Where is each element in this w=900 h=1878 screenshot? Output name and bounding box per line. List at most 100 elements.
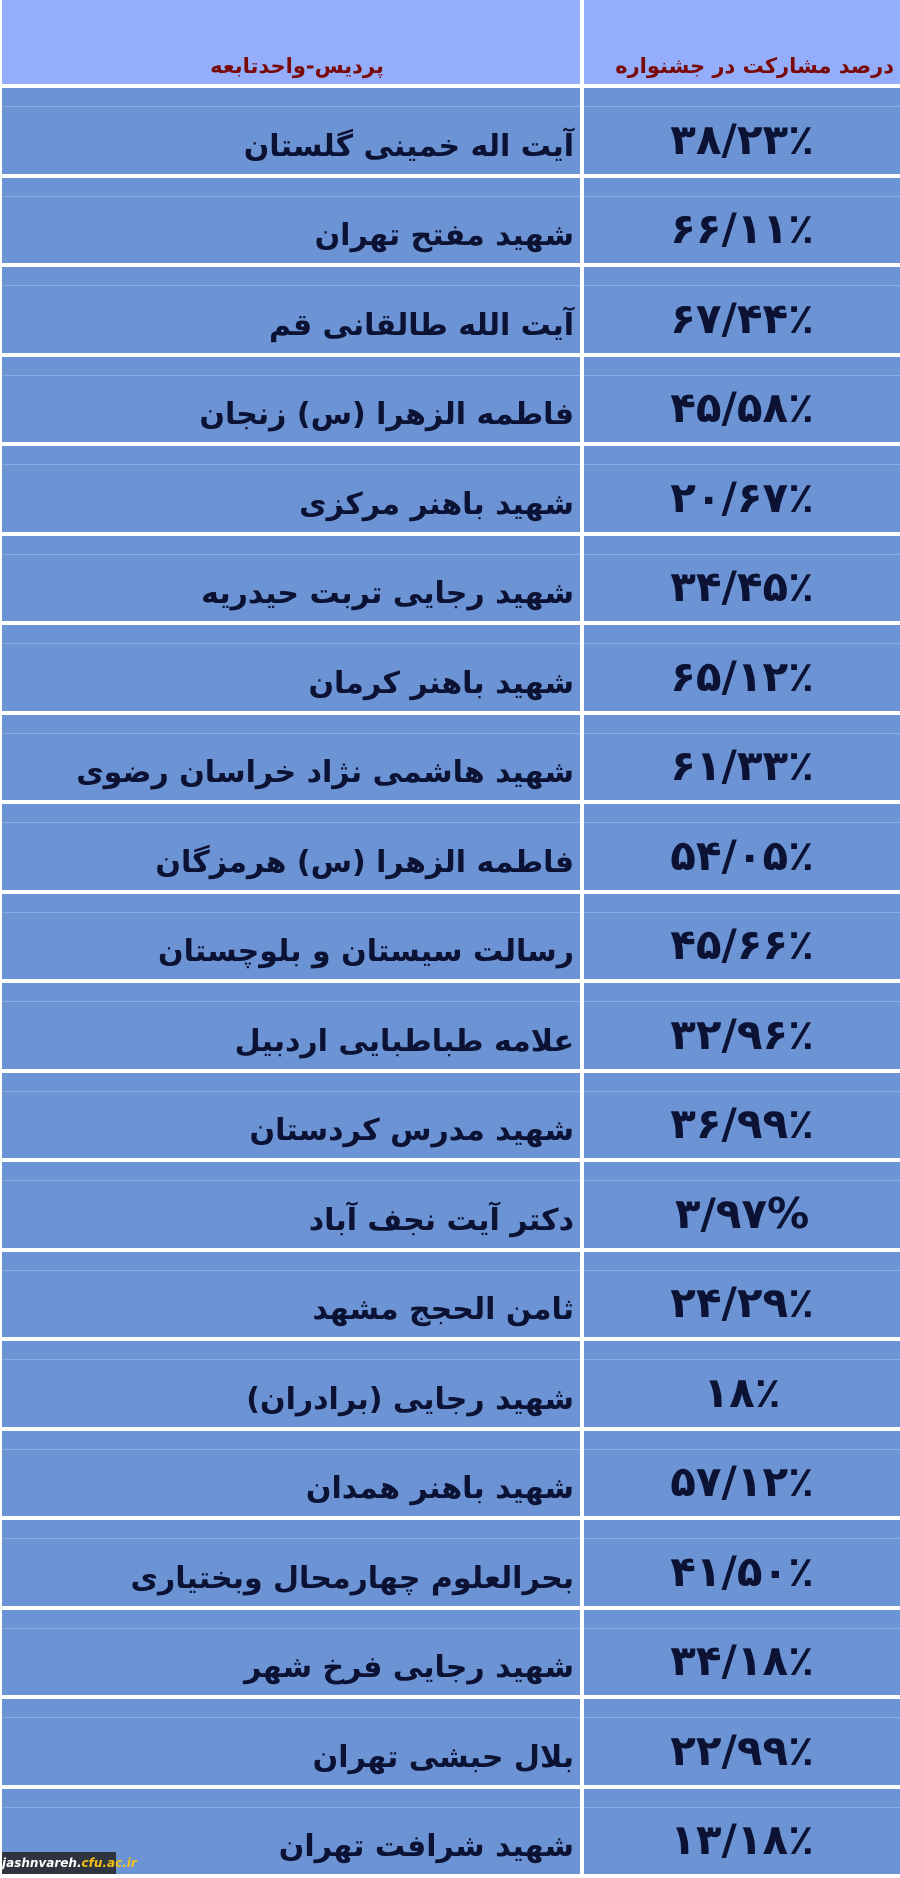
percent-cell: ۴۵/۵۸٪ <box>584 356 900 442</box>
name-cell: ثامن الحجج مشهد <box>2 1251 580 1337</box>
participation-percent: ۲۲/۹۹٪ <box>670 1725 814 1775</box>
name-cell: شهید باهنر مرکزی <box>2 446 580 532</box>
table-row: رسالت سیستان و بلوچستان ۴۵/۶۶٪ <box>0 893 900 979</box>
unit-name: شهید مفتح تهران <box>314 218 574 253</box>
participation-percent: ۳۲/۹۶٪ <box>670 1009 814 1059</box>
percent-cell: ۳۴/۱۸٪ <box>584 1609 900 1695</box>
participation-percent: ۶۷/۴۴٪ <box>670 293 814 343</box>
unit-name: شهید رجایی تربت حیدریه <box>201 576 574 611</box>
participation-percent: ۳۸/۲۳٪ <box>670 114 814 164</box>
name-cell: بحرالعلوم چهارمحال وبختیاری <box>2 1520 580 1606</box>
name-cell: آیت الله طالقانی قم <box>2 267 580 353</box>
participation-percent: ۴۱/۵۰٪ <box>670 1546 814 1596</box>
percent-cell: ۳۴/۴۵٪ <box>584 535 900 621</box>
name-cell: شهید باهنر کرمان <box>2 625 580 711</box>
table-row: آیت اله خمینی گلستان ۳۸/۲۳٪ <box>0 88 900 174</box>
name-cell: آیت اله خمینی گلستان <box>2 88 580 174</box>
name-cell: شهید رجایی (برادران) <box>2 1341 580 1427</box>
percent-cell: ۴۵/۶۶٪ <box>584 893 900 979</box>
unit-name: شهید رجایی (برادران) <box>246 1381 574 1417</box>
unit-name: بلال حبشی تهران <box>312 1739 574 1775</box>
unit-name: فاطمه الزهرا (س) زنجان <box>199 397 574 432</box>
table-row: شهید هاشمی نژاد خراسان رضوی ۶۱/۳۳٪ <box>0 714 900 800</box>
name-cell: علامه طباطبایی اردبیل <box>2 983 580 1069</box>
participation-percent: ۳۶/۹۹٪ <box>670 1099 814 1148</box>
participation-percent: ۵۴/۰۵٪ <box>670 830 814 880</box>
watermark-domain: cfu.ac.ir <box>81 1856 137 1870</box>
table-row: بحرالعلوم چهارمحال وبختیاری ۴۱/۵۰٪ <box>0 1520 900 1606</box>
table-row: فاطمه الزهرا (س) هرمزگان ۵۴/۰۵٪ <box>0 804 900 890</box>
participation-percent: ۱۳/۱۸٪ <box>670 1815 814 1864</box>
participation-percent: ۶۶/۱۱٪ <box>670 204 814 253</box>
watermark-prefix: jashnvareh. <box>2 1856 82 1870</box>
table-row: شهید رجایی (برادران) ۱۸٪ <box>0 1341 900 1427</box>
table-row: علامه طباطبایی اردبیل ۳۲/۹۶٪ <box>0 983 900 1069</box>
percent-cell: ۵۷/۱۲٪ <box>584 1430 900 1516</box>
unit-name: شهید مدرس کردستان <box>249 1113 574 1148</box>
unit-name: شهید رجایی فرخ شهر <box>244 1650 574 1685</box>
unit-name: آیت الله طالقانی قم <box>268 307 574 343</box>
participation-percent: ۵۷/۱۲٪ <box>670 1457 814 1506</box>
participation-percent: ۳۴/۱۸٪ <box>670 1636 814 1685</box>
participation-percent: ۳/۹۷% <box>674 1188 810 1238</box>
table-row: شهید باهنر همدان ۵۷/۱۲٪ <box>0 1430 900 1516</box>
name-cell: شهید باهنر همدان <box>2 1430 580 1516</box>
percent-cell: ۶۷/۴۴٪ <box>584 267 900 353</box>
unit-name: شهید باهنر همدان <box>305 1471 574 1506</box>
unit-name: بحرالعلوم چهارمحال وبختیاری <box>130 1560 574 1596</box>
name-cell: بلال حبشی تهران <box>2 1699 580 1785</box>
percent-cell: ۱۸٪ <box>584 1341 900 1427</box>
unit-name: شهید باهنر کرمان <box>308 665 574 701</box>
unit-name: ثامن الحجج مشهد <box>312 1292 574 1327</box>
table-row: شهید باهنر مرکزی ۲۰/۶۷٪ <box>0 446 900 532</box>
participation-percent: ۱۸٪ <box>703 1367 781 1417</box>
percent-cell: ۲۲/۹۹٪ <box>584 1699 900 1785</box>
header-cell-percent: درصد مشارکت در جشنواره <box>584 0 900 84</box>
table-row: شهید رجایی تربت حیدریه ۳۴/۴۵٪ <box>0 535 900 621</box>
percent-cell: ۲۰/۶۷٪ <box>584 446 900 532</box>
participation-percent: ۴۵/۵۸٪ <box>670 383 814 432</box>
table-header: پردیس-واحدتابعه درصد مشارکت در جشنواره <box>0 0 900 84</box>
participation-percent: ۲۴/۲۹٪ <box>670 1278 814 1327</box>
name-cell: رسالت سیستان و بلوچستان <box>2 893 580 979</box>
percent-cell: ۳/۹۷% <box>584 1162 900 1248</box>
table-row: دکتر آیت نجف آباد ۳/۹۷% <box>0 1162 900 1248</box>
name-cell: شهید مدرس کردستان <box>2 1072 580 1158</box>
percent-cell: ۱۳/۱۸٪ <box>584 1788 900 1874</box>
name-cell: فاطمه الزهرا (س) زنجان <box>2 356 580 442</box>
name-cell: شهید رجایی فرخ شهر <box>2 1609 580 1695</box>
name-cell: شهید رجایی تربت حیدریه <box>2 535 580 621</box>
header-percent-label: درصد مشارکت در جشنواره <box>615 54 894 78</box>
table-row: شهید باهنر کرمان ۶۵/۱۲٪ <box>0 625 900 711</box>
table-row: شهید مدرس کردستان ۳۶/۹۹٪ <box>0 1072 900 1158</box>
percent-cell: ۶۵/۱۲٪ <box>584 625 900 711</box>
name-cell: دکتر آیت نجف آباد <box>2 1162 580 1248</box>
percent-cell: ۳۶/۹۹٪ <box>584 1072 900 1158</box>
percent-cell: ۵۴/۰۵٪ <box>584 804 900 890</box>
table-row: شهید مفتح تهران ۶۶/۱۱٪ <box>0 177 900 263</box>
participation-percent: ۳۴/۴۵٪ <box>670 562 814 611</box>
participation-percent: ۶۵/۱۲٪ <box>670 651 814 701</box>
name-cell: فاطمه الزهرا (س) هرمزگان <box>2 804 580 890</box>
unit-name: دکتر آیت نجف آباد <box>308 1202 574 1238</box>
name-cell: شهید مفتح تهران <box>2 177 580 263</box>
unit-name: رسالت سیستان و بلوچستان <box>157 934 574 969</box>
header-name-label: پردیس-واحدتابعه <box>210 54 384 78</box>
unit-name: آیت اله خمینی گلستان <box>243 128 574 164</box>
unit-name: فاطمه الزهرا (س) هرمزگان <box>155 844 574 880</box>
table-row: بلال حبشی تهران ۲۲/۹۹٪ <box>0 1699 900 1785</box>
unit-name: شهید شرافت تهران <box>278 1829 574 1864</box>
table-row: ثامن الحجج مشهد ۲۴/۲۹٪ <box>0 1251 900 1337</box>
percent-cell: ۶۶/۱۱٪ <box>584 177 900 263</box>
percent-cell: ۳۸/۲۳٪ <box>584 88 900 174</box>
unit-name: علامه طباطبایی اردبیل <box>234 1023 574 1059</box>
watermark: jashnvareh.cfu.ac.ir <box>2 1852 137 1874</box>
participation-percent: ۴۵/۶۶٪ <box>670 920 814 969</box>
unit-name: شهید هاشمی نژاد خراسان رضوی <box>76 755 574 790</box>
name-cell: شهید هاشمی نژاد خراسان رضوی <box>2 714 580 800</box>
table-row: فاطمه الزهرا (س) زنجان ۴۵/۵۸٪ <box>0 356 900 442</box>
table-row: شهید رجایی فرخ شهر ۳۴/۱۸٪ <box>0 1609 900 1695</box>
header-cell-name: پردیس-واحدتابعه <box>2 0 580 84</box>
table-row: آیت الله طالقانی قم ۶۷/۴۴٪ <box>0 267 900 353</box>
